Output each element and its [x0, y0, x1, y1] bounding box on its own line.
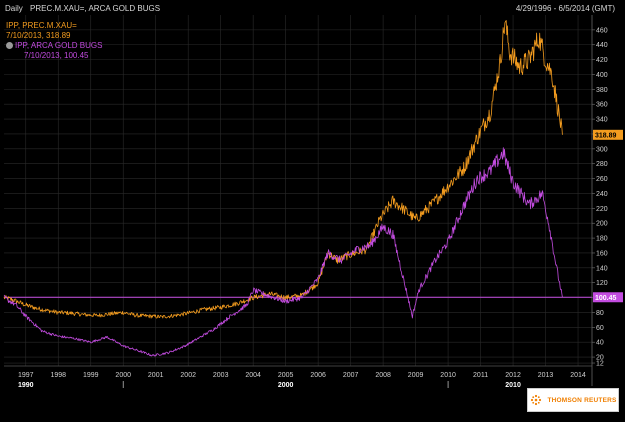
y-tick-label: 180	[596, 236, 608, 243]
axis-layer: 1220406080100120140160180200220240260280…	[4, 15, 623, 389]
last-value-box	[593, 292, 623, 303]
y-tick-label: 260	[596, 176, 608, 183]
reuters-dots-icon	[531, 394, 542, 406]
y-tick-label: 280	[596, 161, 608, 168]
x-tick-label: 2004	[245, 372, 261, 379]
series-line-gold-bugs	[3, 147, 563, 357]
x-tick-label: 2001	[148, 372, 164, 379]
x-tick-label: 2010	[440, 372, 456, 379]
last-value-box	[593, 129, 623, 140]
y-tick-label: 240	[596, 191, 608, 198]
x-tick-label: 2003	[213, 372, 229, 379]
y-tick-label: 60	[596, 325, 604, 332]
x-tick-label: 2013	[538, 372, 554, 379]
grid-lines	[4, 15, 592, 366]
x-tick-label: 2000	[115, 372, 131, 379]
x-tick-label: 2006	[310, 372, 326, 379]
decade-label: 2010	[505, 382, 521, 389]
x-tick-label: 1999	[83, 372, 99, 379]
x-tick-label: 1998	[50, 372, 66, 379]
legend-gold-title: IPP, PREC.M.XAU=	[6, 21, 77, 30]
watermark-text: THOMSON REUTERS	[547, 396, 617, 404]
series-line-xau	[3, 20, 563, 319]
x-tick-label: 2014	[570, 372, 586, 379]
y-tick-label: 20	[596, 355, 604, 362]
x-tick-label: 2002	[180, 372, 196, 379]
x-tick-label: 1997	[18, 372, 34, 379]
x-tick-label: 2011	[473, 372, 488, 379]
y-tick-label: 160	[596, 250, 608, 257]
x-tick-label: 2008	[375, 372, 391, 379]
date-range-label: 4/29/1996 - 6/5/2014 (GMT)	[515, 4, 615, 13]
thomson-reuters-logo: THOMSON REUTERS	[527, 388, 619, 412]
legend-bugs-row: IPP, ARCA GOLD BUGS	[6, 41, 102, 51]
legend-bugs-toggle-icon[interactable]	[6, 42, 13, 49]
y-tick-label: 400	[596, 72, 608, 79]
y-tick-label: 340	[596, 117, 608, 124]
y-tick-label: 440	[596, 42, 608, 49]
series-layer	[3, 20, 563, 357]
y-tick-label: 380	[596, 87, 608, 94]
y-tick-label: 40	[596, 340, 604, 347]
legend-bugs-value: 7/10/2013, 100.45	[24, 51, 89, 60]
y-tick-label: 220	[596, 206, 608, 213]
chart-title: PREC.M.XAU=, ARCA GOLD BUGS	[30, 4, 161, 13]
y-tick-label: 420	[596, 57, 608, 64]
last-value-label: 318.89	[595, 132, 617, 139]
decade-label: 1990	[18, 382, 34, 389]
frequency-label: Daily	[5, 4, 23, 13]
y-tick-label: 12	[596, 361, 604, 368]
x-tick-label: 2005	[278, 372, 294, 379]
last-value-label: 100.45	[595, 295, 617, 302]
y-tick-label: 200	[596, 221, 608, 228]
y-tick-label: 360	[596, 102, 608, 109]
x-tick-label: 2009	[408, 372, 424, 379]
decade-label: 2000	[278, 382, 294, 389]
legend-bugs-title: IPP, ARCA GOLD BUGS	[15, 41, 103, 50]
y-tick-label: 120	[596, 280, 608, 287]
y-tick-label: 80	[596, 310, 604, 317]
x-tick-label: 2012	[505, 372, 521, 379]
x-tick-label: 2007	[343, 372, 359, 379]
legend-gold-value: 7/10/2013, 318.89	[6, 31, 71, 40]
y-tick-label: 140	[596, 265, 608, 272]
y-tick-label: 300	[596, 146, 608, 153]
y-tick-label: 460	[596, 27, 608, 34]
